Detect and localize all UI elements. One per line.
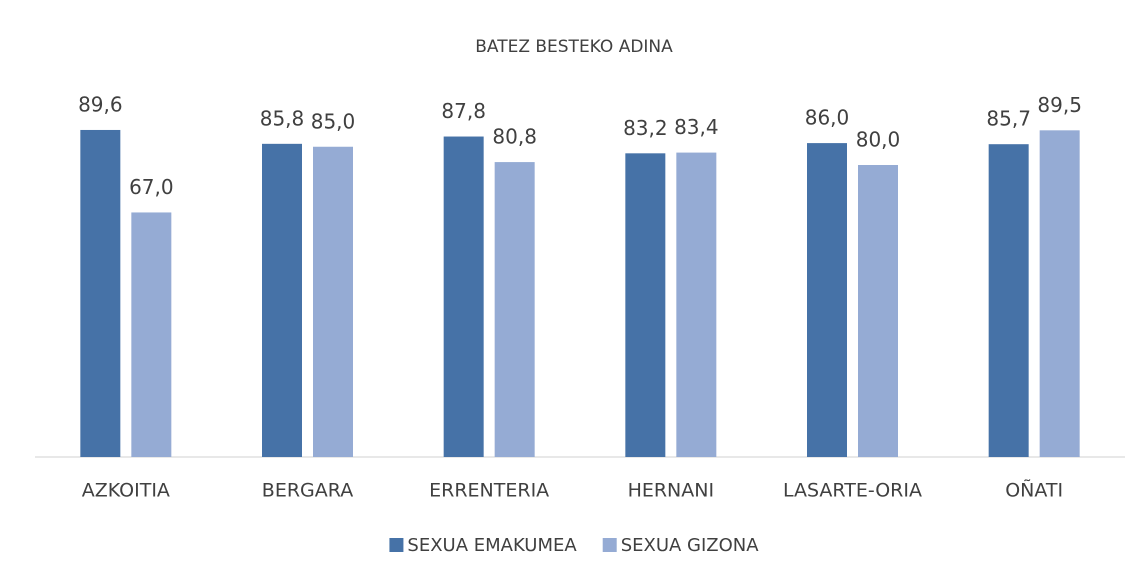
chart-title: BATEZ BESTEKO ADINA	[475, 37, 673, 57]
value-label: 85,0	[311, 109, 356, 133]
x-tick-label: ERRENTERIA	[429, 480, 549, 502]
legend-swatch	[389, 538, 404, 552]
value-label: 85,8	[260, 106, 305, 130]
bar	[443, 136, 484, 457]
x-tick-label: AZKOITIA	[82, 480, 170, 502]
value-label: 80,0	[856, 128, 901, 152]
value-label: 83,4	[674, 115, 719, 139]
bar	[494, 162, 535, 457]
bar	[131, 212, 172, 457]
x-tick-label: OÑATI	[1005, 479, 1063, 502]
value-label: 89,6	[78, 92, 123, 116]
bar	[313, 146, 353, 457]
value-label: 85,7	[986, 107, 1031, 131]
x-tick-label: LASARTE-ORIA	[783, 480, 922, 502]
x-tick-label: BERGARA	[262, 480, 353, 502]
bar	[1039, 130, 1080, 457]
bar	[80, 129, 121, 457]
legend-swatch	[602, 538, 617, 552]
bar	[807, 143, 847, 457]
bar	[625, 153, 666, 457]
x-tick-label: HERNANI	[628, 480, 715, 502]
legend-label: SEXUA EMAKUMEA	[407, 535, 577, 556]
value-label: 86,0	[805, 106, 850, 130]
value-label: 67,0	[129, 175, 174, 199]
value-label: 87,8	[441, 99, 486, 123]
bar	[988, 144, 1029, 457]
bar	[676, 152, 717, 457]
bar	[858, 165, 898, 457]
bar	[262, 143, 302, 457]
value-label: 80,8	[492, 125, 537, 149]
value-label: 83,2	[623, 116, 668, 140]
legend-label: SEXUA GIZONA	[621, 535, 760, 556]
value-label: 89,5	[1037, 93, 1082, 117]
